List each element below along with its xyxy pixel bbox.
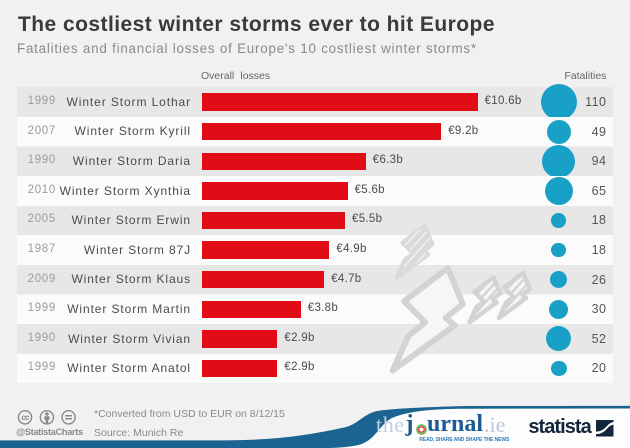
svg-text:cc: cc xyxy=(21,413,30,422)
